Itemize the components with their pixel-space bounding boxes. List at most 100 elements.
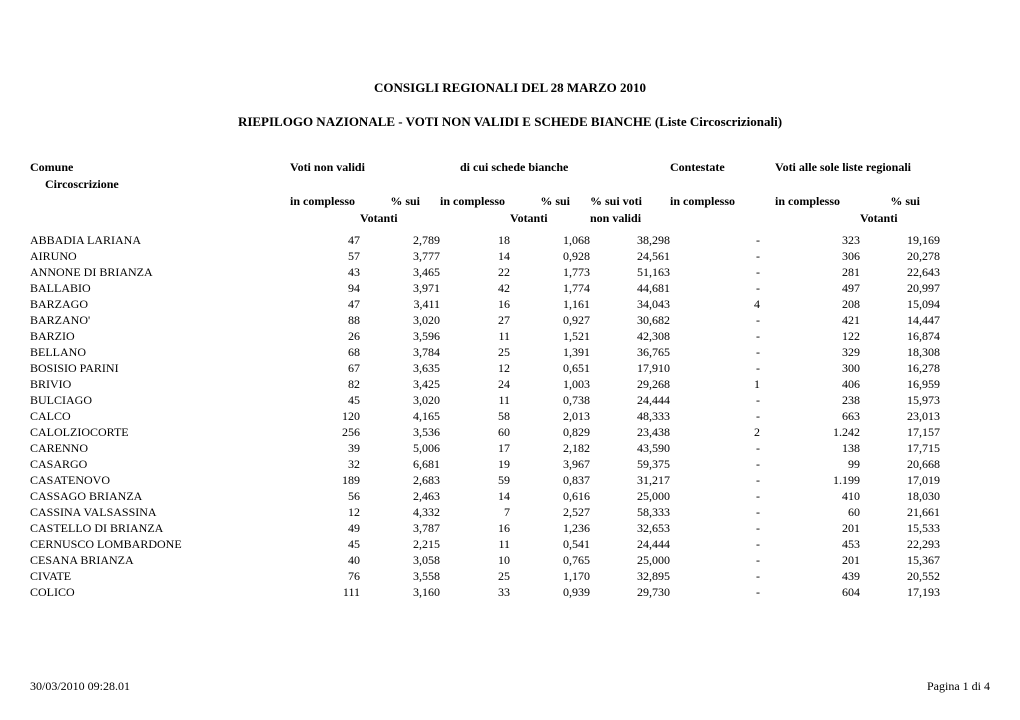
cell-c5: 25,000: [590, 552, 670, 568]
table-row: BRIVIO823,425241,00329,268140616,959: [30, 376, 990, 392]
cell-c1: 39: [290, 440, 360, 456]
table-row: CASSINA VALSASSINA124,33272,52758,333-60…: [30, 504, 990, 520]
table-row: CASSAGO BRIANZA562,463140,61625,000-4101…: [30, 488, 990, 504]
cell-comune: BELLANO: [30, 344, 290, 360]
cell-c3: 16: [440, 520, 510, 536]
cell-c2: 3,425: [360, 376, 440, 392]
cell-c4: 2,527: [510, 504, 590, 520]
cell-c5: 29,268: [590, 376, 670, 392]
cell-comune: BOSISIO PARINI: [30, 360, 290, 376]
cell-c7: 60: [760, 504, 860, 520]
cell-c5: 31,217: [590, 472, 670, 488]
cell-comune: BRIVIO: [30, 376, 290, 392]
cell-c2: 3,160: [360, 584, 440, 600]
cell-c3: 42: [440, 280, 510, 296]
cell-comune: AIRUNO: [30, 248, 290, 264]
footer-timestamp: 30/03/2010 09:28.01: [30, 679, 130, 694]
cell-c1: 56: [290, 488, 360, 504]
title-line-2: RIEPILOGO NAZIONALE - VOTI NON VALIDI E …: [30, 114, 990, 130]
cell-c4: 0,829: [510, 424, 590, 440]
cell-c8: 15,094: [860, 296, 940, 312]
cell-c1: 76: [290, 568, 360, 584]
cell-c7: 1.199: [760, 472, 860, 488]
header-psui-2: % sui: [510, 194, 590, 209]
cell-c7: 208: [760, 296, 860, 312]
header-voti-liste: Voti alle sole liste regionali: [760, 160, 940, 175]
cell-c6: -: [670, 568, 760, 584]
cell-comune: BARZAGO: [30, 296, 290, 312]
cell-c2: 3,635: [360, 360, 440, 376]
header-row-4: Votanti Votanti non validi Votanti: [30, 211, 990, 226]
cell-comune: CALOLZIOCORTE: [30, 424, 290, 440]
cell-c5: 48,333: [590, 408, 670, 424]
cell-c8: 22,643: [860, 264, 940, 280]
cell-c2: 2,789: [360, 232, 440, 248]
cell-c8: 20,668: [860, 456, 940, 472]
cell-c4: 1,391: [510, 344, 590, 360]
cell-c2: 3,020: [360, 312, 440, 328]
cell-c4: 1,003: [510, 376, 590, 392]
cell-c3: 60: [440, 424, 510, 440]
header-comune: Comune: [30, 160, 290, 175]
cell-c5: 32,653: [590, 520, 670, 536]
cell-c2: 3,558: [360, 568, 440, 584]
cell-c5: 29,730: [590, 584, 670, 600]
table-row: CARENNO395,006172,18243,590-13817,715: [30, 440, 990, 456]
table-row: BELLANO683,784251,39136,765-32918,308: [30, 344, 990, 360]
cell-c1: 40: [290, 552, 360, 568]
cell-c2: 3,971: [360, 280, 440, 296]
cell-c1: 43: [290, 264, 360, 280]
cell-c7: 439: [760, 568, 860, 584]
cell-c7: 99: [760, 456, 860, 472]
cell-c7: 329: [760, 344, 860, 360]
cell-c1: 57: [290, 248, 360, 264]
cell-c3: 16: [440, 296, 510, 312]
cell-c3: 11: [440, 328, 510, 344]
header-contestate: Contestate: [670, 160, 760, 175]
table-row: CASTELLO DI BRIANZA493,787161,23632,653-…: [30, 520, 990, 536]
cell-c1: 32: [290, 456, 360, 472]
cell-c1: 68: [290, 344, 360, 360]
cell-c7: 138: [760, 440, 860, 456]
cell-c1: 82: [290, 376, 360, 392]
cell-c5: 24,444: [590, 392, 670, 408]
cell-c4: 1,521: [510, 328, 590, 344]
cell-c2: 5,006: [360, 440, 440, 456]
cell-c1: 49: [290, 520, 360, 536]
header-in-complesso-1: in complesso: [290, 194, 360, 209]
cell-comune: COLICO: [30, 584, 290, 600]
cell-c3: 22: [440, 264, 510, 280]
cell-c5: 30,682: [590, 312, 670, 328]
cell-c2: 3,411: [360, 296, 440, 312]
cell-c6: -: [670, 472, 760, 488]
cell-c3: 24: [440, 376, 510, 392]
cell-c6: -: [670, 584, 760, 600]
cell-c8: 23,013: [860, 408, 940, 424]
cell-c7: 406: [760, 376, 860, 392]
cell-c7: 201: [760, 520, 860, 536]
cell-c6: -: [670, 280, 760, 296]
cell-c7: 300: [760, 360, 860, 376]
cell-c5: 25,000: [590, 488, 670, 504]
cell-c6: 4: [670, 296, 760, 312]
cell-c8: 21,661: [860, 504, 940, 520]
cell-c3: 59: [440, 472, 510, 488]
cell-c8: 19,169: [860, 232, 940, 248]
cell-c8: 17,019: [860, 472, 940, 488]
cell-c8: 20,278: [860, 248, 940, 264]
cell-c7: 281: [760, 264, 860, 280]
cell-c3: 27: [440, 312, 510, 328]
cell-c8: 16,874: [860, 328, 940, 344]
cell-c8: 14,447: [860, 312, 940, 328]
cell-c2: 3,465: [360, 264, 440, 280]
cell-c7: 410: [760, 488, 860, 504]
cell-c7: 453: [760, 536, 860, 552]
cell-c5: 23,438: [590, 424, 670, 440]
cell-comune: ABBADIA LARIANA: [30, 232, 290, 248]
table-row: BARZIO263,596111,52142,308-12216,874: [30, 328, 990, 344]
cell-c5: 17,910: [590, 360, 670, 376]
cell-c2: 3,596: [360, 328, 440, 344]
cell-comune: CASATENOVO: [30, 472, 290, 488]
table-row: ABBADIA LARIANA472,789181,06838,298-3231…: [30, 232, 990, 248]
cell-comune: CARENNO: [30, 440, 290, 456]
